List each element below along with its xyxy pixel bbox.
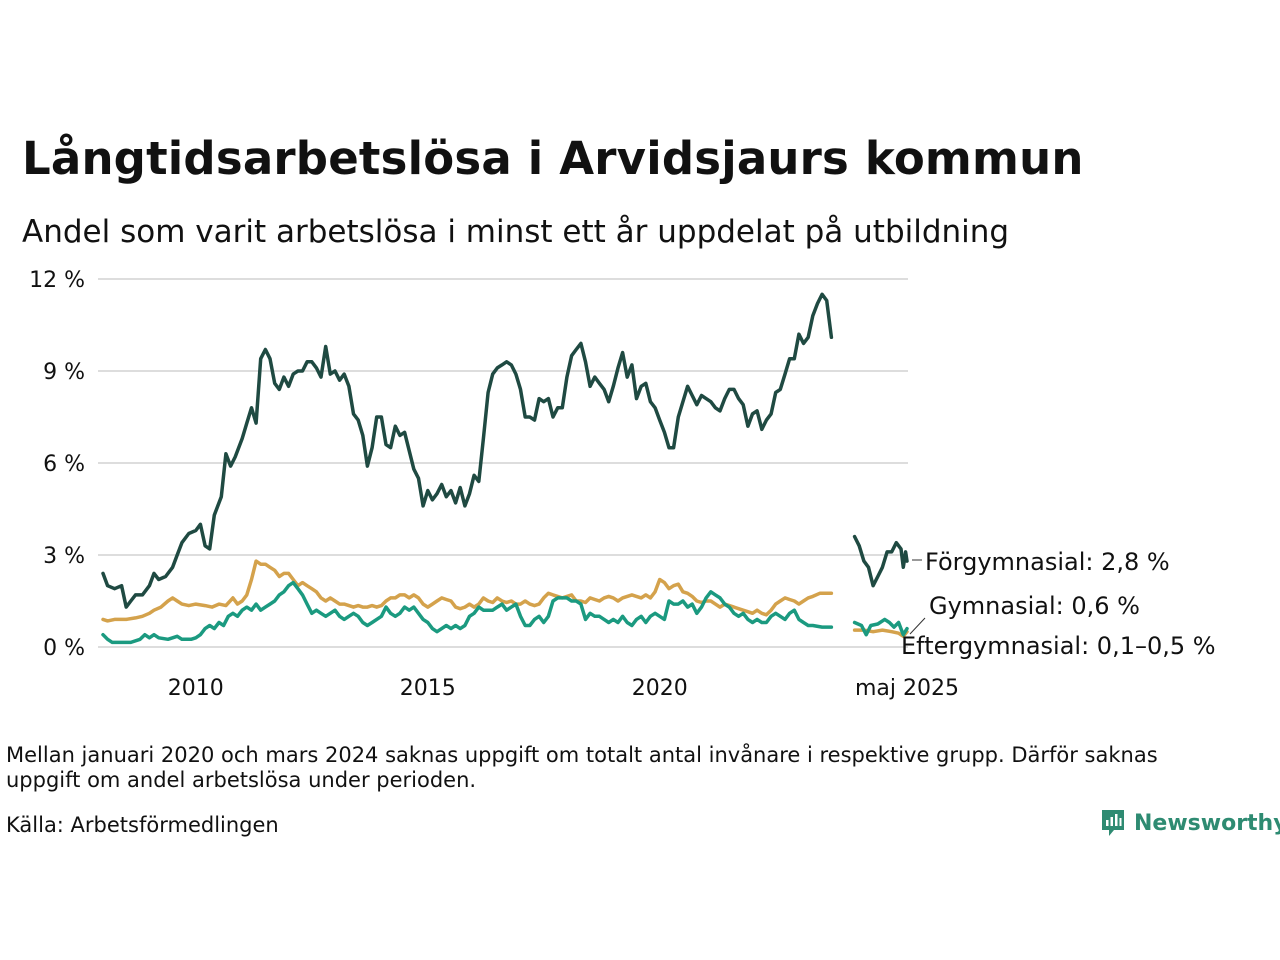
y-tick-label: 6 % bbox=[43, 452, 85, 477]
chart-title: Långtidsarbetslösa i Arvidsjaurs kommun bbox=[22, 132, 1084, 185]
gymnasial-label-leader bbox=[909, 617, 926, 635]
chart-subtitle: Andel som varit arbetslösa i minst ett å… bbox=[22, 214, 1010, 250]
series-lines bbox=[101, 292, 909, 645]
y-tick-label: 9 % bbox=[43, 360, 85, 385]
y-tick-label: 3 % bbox=[43, 544, 85, 569]
grid-lines bbox=[98, 278, 908, 648]
eftergymnasial-end-label: Eftergymnasial: 0,1–0,5 % bbox=[901, 632, 1216, 660]
förgymnasial-line bbox=[101, 292, 834, 609]
gymnasial-end-label: Gymnasial: 0,6 % bbox=[929, 592, 1140, 620]
y-tick-label: 12 % bbox=[29, 268, 85, 293]
x-tick-label: 2020 bbox=[632, 676, 688, 701]
gymnasial-line bbox=[852, 617, 909, 637]
eftergymnasial-line bbox=[101, 559, 834, 623]
förgymnasial-line bbox=[852, 534, 909, 588]
series-end-labels: Förgymnasial: 2,8 % Gymnasial: 0,6 % Eft… bbox=[901, 548, 1216, 660]
y-axis-ticks: 0 % 3 % 6 % 9 % 12 % bbox=[29, 268, 85, 661]
x-tick-label: 2015 bbox=[400, 676, 456, 701]
source-text: Källa: Arbetsförmedlingen bbox=[6, 813, 279, 837]
forgymnasial-end-label: Förgymnasial: 2,8 % bbox=[925, 548, 1170, 576]
x-tick-label: 2010 bbox=[168, 676, 224, 701]
newsworthy-logo: Newsworthy bbox=[1100, 808, 1280, 838]
newsworthy-logo-text: Newsworthy bbox=[1134, 810, 1280, 836]
newsworthy-logo-icon bbox=[1102, 810, 1124, 836]
x-tick-label: maj 2025 bbox=[855, 676, 959, 701]
line-chart: 0 % 3 % 6 % 9 % 12 % 2010 2015 2020 maj 2025 Fö… bbox=[29, 268, 1216, 701]
x-axis-ticks: 2010 2015 2020 maj 2025 bbox=[168, 676, 959, 701]
gymnasial-line bbox=[101, 580, 834, 645]
y-tick-label: 0 % bbox=[43, 636, 85, 661]
footnote: Mellan januari 2020 och mars 2024 saknas… bbox=[6, 743, 1158, 792]
